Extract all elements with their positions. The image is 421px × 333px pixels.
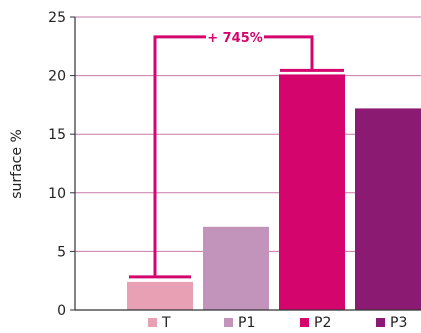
axis-layer: 0 5 10 15 20 25 bbox=[48, 10, 421, 319]
legend-swatch-p3 bbox=[376, 318, 385, 327]
annotation-label: + 745% bbox=[207, 31, 263, 46]
bar-p2 bbox=[279, 74, 345, 310]
y-tick-label-25: 25 bbox=[48, 10, 66, 26]
legend-swatch-p2 bbox=[300, 318, 309, 327]
bar-t bbox=[127, 281, 193, 310]
bar-layer bbox=[127, 74, 421, 310]
y-tick-label-0: 0 bbox=[57, 303, 66, 319]
legend: T P1 P2 P3 bbox=[148, 315, 407, 331]
legend-swatch-t bbox=[148, 318, 157, 327]
annotation-label-background bbox=[206, 27, 264, 46]
bar-p3 bbox=[355, 108, 421, 310]
y-tick-label-10: 10 bbox=[48, 186, 66, 202]
legend-label-p1: P1 bbox=[238, 315, 255, 331]
y-tick-label-20: 20 bbox=[48, 69, 66, 85]
legend-label-p2: P2 bbox=[314, 315, 331, 331]
legend-label-t: T bbox=[161, 315, 171, 331]
legend-swatch-p1 bbox=[224, 318, 233, 327]
legend-label-p3: P3 bbox=[390, 315, 407, 331]
y-axis-title: surface % bbox=[9, 129, 25, 199]
y-tick-label-15: 15 bbox=[48, 127, 66, 143]
bar-p1 bbox=[203, 226, 269, 310]
annotation-layer: + 745% bbox=[129, 27, 344, 279]
y-tick-label-5: 5 bbox=[57, 244, 66, 260]
